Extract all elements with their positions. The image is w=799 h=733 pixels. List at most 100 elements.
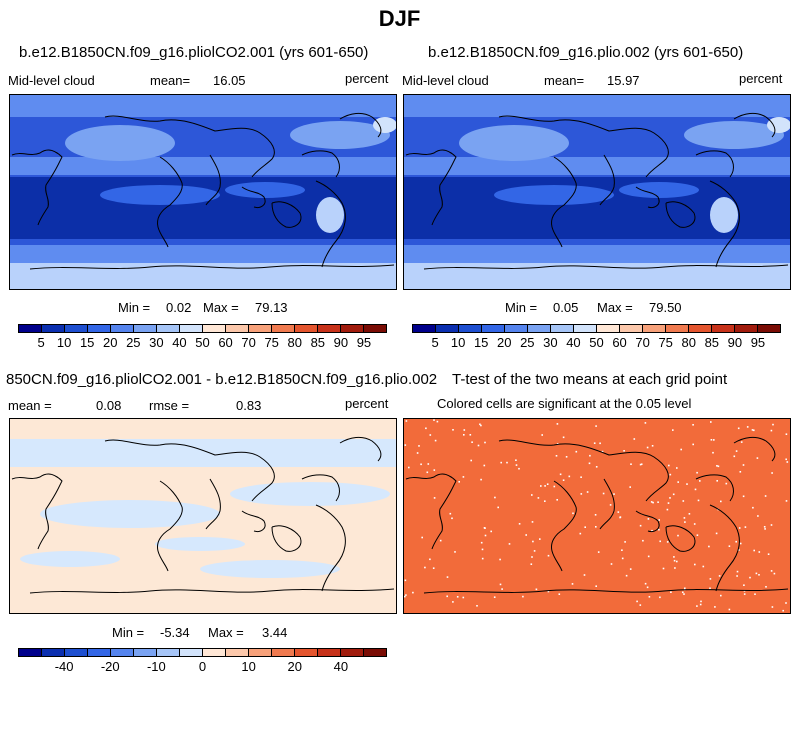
- nonsignificant-cell: [571, 583, 574, 585]
- mean-value-top-right: 15.97: [607, 73, 640, 88]
- nonsignificant-cell: [462, 596, 465, 599]
- nonsignificant-cell: [692, 424, 694, 426]
- nonsignificant-cell: [696, 534, 699, 536]
- colorbar-tick-label: 50: [589, 335, 604, 350]
- nonsignificant-cell: [544, 485, 546, 487]
- map-top-left: [9, 94, 397, 290]
- colorbar-tick-label: 0: [198, 659, 207, 674]
- nonsignificant-cell: [436, 420, 439, 423]
- nonsignificant-cell: [594, 514, 597, 516]
- nonsignificant-cell: [770, 429, 773, 432]
- coastline: [635, 186, 660, 208]
- coastline: [104, 115, 275, 178]
- colorbar-swatch: [157, 325, 180, 332]
- coastline: [271, 525, 302, 552]
- colorbar-tick-label: -10: [146, 659, 166, 674]
- nonsignificant-cell: [668, 464, 670, 467]
- variable-label-top-right: Mid-level cloud: [402, 73, 489, 88]
- colorbar-swatch: [482, 325, 505, 332]
- nonsignificant-cell: [756, 457, 759, 459]
- colorbar-swatch: [65, 325, 88, 332]
- nonsignificant-cell: [544, 500, 546, 502]
- nonsignificant-cell: [610, 563, 613, 565]
- nonsignificant-cell: [770, 570, 773, 572]
- nonsignificant-cell: [518, 523, 521, 525]
- nonsignificant-cell: [425, 427, 427, 430]
- coastline: [205, 478, 221, 530]
- nonsignificant-cell: [429, 434, 432, 436]
- nonsignificant-cell: [686, 483, 688, 485]
- nonsignificant-cell: [416, 452, 419, 454]
- nonsignificant-cell: [674, 567, 676, 569]
- nonsignificant-cell: [555, 455, 558, 457]
- max-label-top-right: Max =: [597, 300, 633, 315]
- nonsignificant-cell: [424, 566, 426, 569]
- panel-title-top-left: b.e12.B1850CN.f09_g16.pliolCO2.001 (yrs …: [19, 44, 369, 61]
- coastline: [423, 264, 789, 270]
- ttest-map: [404, 419, 790, 613]
- panel-title-bottom-right: T-test of the two means at each grid poi…: [452, 371, 728, 388]
- nonsignificant-cell: [746, 426, 749, 428]
- colorbar-swatch: [226, 325, 249, 332]
- nonsignificant-cell: [458, 481, 460, 483]
- nonsignificant-cell: [533, 550, 536, 552]
- colorbar-tick-label: 25: [520, 335, 535, 350]
- coastline: [157, 156, 183, 248]
- nonsignificant-cell: [659, 540, 661, 543]
- nonsignificant-cell: [499, 583, 502, 586]
- nonsignificant-cell: [697, 499, 700, 502]
- coastline: [709, 180, 740, 268]
- nonsignificant-cell: [659, 596, 661, 599]
- nonsignificant-cell: [785, 500, 788, 502]
- nonsignificant-cell: [446, 595, 448, 598]
- colorbar-tick-label: 80: [287, 335, 302, 350]
- colorbar-swatch: [134, 325, 157, 332]
- coastline: [29, 264, 395, 270]
- coastline: [599, 478, 615, 530]
- colorbar-tick-label: -20: [100, 659, 120, 674]
- colorbar-tick-label: 30: [543, 335, 558, 350]
- nonsignificant-cell: [537, 497, 540, 499]
- units-top-right: percent: [739, 71, 783, 86]
- nonsignificant-cell: [558, 593, 561, 595]
- coastline: [635, 510, 660, 532]
- coastline: [11, 473, 63, 550]
- nonsignificant-cell: [408, 466, 410, 469]
- nonsignificant-cell: [716, 465, 718, 467]
- nonsignificant-cell: [506, 461, 508, 464]
- nonsignificant-cell: [666, 508, 669, 511]
- nonsignificant-cell: [404, 444, 407, 446]
- nonsignificant-cell: [522, 595, 524, 598]
- map-bottom-right: [403, 418, 791, 614]
- max-label-bottom-left: Max =: [208, 625, 244, 640]
- coastline: [498, 115, 669, 178]
- coastline: [301, 150, 340, 178]
- colorbar-bottom-left: [18, 648, 387, 657]
- nonsignificant-cell: [717, 465, 720, 468]
- colorbar-tick-label: 50: [195, 335, 210, 350]
- colorbar-tick-label: 15: [473, 335, 489, 350]
- nonsignificant-cell: [630, 463, 632, 465]
- nonsignificant-cell: [744, 526, 747, 528]
- nonsignificant-cell: [673, 556, 675, 558]
- nonsignificant-cell: [484, 534, 487, 537]
- nonsignificant-cell: [432, 567, 435, 569]
- nonsignificant-cell: [629, 486, 631, 488]
- colorbar-tick-label: 5: [37, 335, 45, 350]
- nonsignificant-cell: [684, 587, 686, 590]
- nonsignificant-cell: [684, 521, 686, 523]
- nonsignificant-cell: [785, 433, 788, 435]
- nonsignificant-cell: [433, 497, 436, 499]
- nonsignificant-cell: [531, 494, 533, 496]
- nonsignificant-cell: [481, 557, 484, 560]
- nonsignificant-cell: [547, 554, 550, 557]
- nonsignificant-cell: [693, 523, 696, 525]
- colorbar-swatch: [111, 649, 134, 656]
- colorbar-tick-label: 20: [103, 335, 118, 350]
- nonsignificant-cell: [652, 501, 654, 504]
- panel-title-top-right: b.e12.B1850CN.f09_g16.plio.002 (yrs 601-…: [428, 44, 744, 61]
- colorbar-tick-label: 80: [681, 335, 696, 350]
- mean-value-bottom-left: 0.08: [96, 398, 122, 413]
- nonsignificant-cell: [688, 513, 691, 515]
- nonsignificant-cell: [646, 446, 649, 449]
